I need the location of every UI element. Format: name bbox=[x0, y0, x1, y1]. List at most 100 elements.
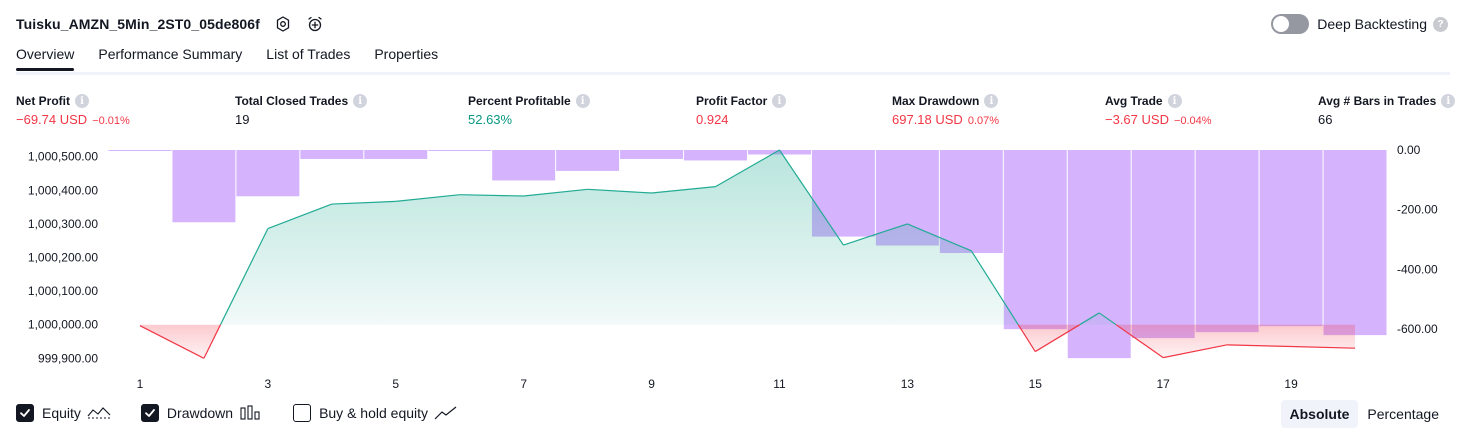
deep-backtesting: Deep Backtesting ? bbox=[1271, 14, 1448, 34]
help-icon[interactable]: ? bbox=[1433, 16, 1448, 32]
legend-label: Buy & hold equity bbox=[319, 405, 429, 421]
equity-line-segment bbox=[267, 203, 333, 230]
x-axis-tick-label: 7 bbox=[520, 377, 527, 391]
drawdown-bar bbox=[1323, 150, 1387, 336]
x-axis-tick-label: 1 bbox=[137, 377, 144, 391]
equity-line-segment bbox=[907, 223, 972, 252]
metric-percent: −0.01% bbox=[92, 115, 130, 127]
info-icon[interactable]: i bbox=[772, 94, 787, 108]
metric-label: Total Closed Trades bbox=[235, 94, 349, 108]
buy-hold-checkbox[interactable] bbox=[293, 404, 312, 422]
equity-profit-area bbox=[140, 150, 1355, 325]
left-axis-tick-label: 1,000,400.00 bbox=[28, 183, 98, 197]
deep-backtesting-label: Deep Backtesting bbox=[1317, 16, 1427, 32]
buy-hold-line-icon bbox=[434, 404, 458, 422]
legend-label: Equity bbox=[42, 405, 81, 421]
tab-overview[interactable]: Overview bbox=[16, 46, 75, 71]
equity-line-icon bbox=[87, 404, 111, 422]
metric-value: 697.18 USD bbox=[892, 112, 963, 127]
equity-line-segment bbox=[1079, 312, 1100, 326]
x-axis-tick-label: 5 bbox=[392, 377, 399, 391]
info-icon[interactable]: i bbox=[353, 94, 368, 108]
metric-value: 0.924 bbox=[696, 112, 729, 127]
equity-line-segment bbox=[395, 194, 460, 202]
metric-profit-factor: Profit Factor i 0.924 bbox=[696, 94, 787, 127]
drawdown-bar bbox=[492, 150, 556, 181]
info-icon[interactable]: i bbox=[75, 94, 89, 108]
strategy-title: Tuisku_AMZN_5Min_2ST0_05de806f bbox=[16, 16, 260, 32]
drawdown-bar bbox=[172, 150, 236, 223]
info-icon[interactable]: i bbox=[575, 94, 590, 108]
tab-list-of-trades[interactable]: List of Trades bbox=[266, 46, 351, 62]
right-axis-tick-label: -400.00 bbox=[1397, 262, 1438, 276]
metric-label: Avg # Bars in Trades bbox=[1318, 94, 1437, 108]
drawdown-bar bbox=[939, 150, 1003, 254]
drawdown-bar bbox=[684, 150, 747, 161]
info-icon[interactable]: i bbox=[1441, 94, 1456, 108]
tabs-divider bbox=[16, 72, 1450, 75]
drawdown-bar bbox=[428, 150, 492, 151]
x-axis-tick-label: 13 bbox=[901, 377, 915, 391]
metric-percent: 0.07% bbox=[967, 115, 1000, 127]
metric-value: 52.63% bbox=[468, 112, 513, 127]
metric-label: Max Drawdown bbox=[892, 94, 980, 108]
right-axis-tick-label: 0.00 bbox=[1397, 143, 1421, 157]
mode-absolute-button[interactable]: Absolute bbox=[1280, 400, 1359, 428]
drawdown-bar bbox=[620, 150, 684, 159]
metric-total-closed-trades: Total Closed Trades i 19 bbox=[235, 94, 368, 127]
equity-line-segment bbox=[331, 200, 396, 205]
tab-properties[interactable]: Properties bbox=[374, 46, 439, 62]
equity-line-segment bbox=[1115, 324, 1164, 359]
equity-line-segment bbox=[459, 194, 524, 197]
chart-legend: Equity Drawdown Buy & hold equity bbox=[16, 404, 488, 422]
tab-performance-summary[interactable]: Performance Summary bbox=[98, 46, 243, 62]
equity-line-segment bbox=[843, 223, 908, 246]
x-axis-tick-label: 15 bbox=[1029, 377, 1043, 391]
mode-percentage-button[interactable]: Percentage bbox=[1367, 406, 1439, 422]
equity-line-segment bbox=[651, 186, 716, 194]
equity-drawdown-chart[interactable]: 1,000,500.00 1,000,400.00 1,000,300.00 1,00… bbox=[0, 140, 1466, 395]
legend-equity[interactable]: Equity bbox=[16, 404, 111, 422]
metric-label: Profit Factor bbox=[696, 94, 768, 108]
x-axis-tick-label: 11 bbox=[773, 377, 786, 391]
drawdown-checkbox[interactable] bbox=[140, 404, 159, 422]
toggle-knob bbox=[1273, 16, 1290, 32]
equity-checkbox[interactable] bbox=[16, 404, 34, 422]
report-header: Tuisku_AMZN_5Min_2ST0_05de806f bbox=[16, 12, 324, 36]
drawdown-bar bbox=[108, 150, 172, 151]
drawdown-bar bbox=[1259, 150, 1323, 327]
info-icon[interactable]: i bbox=[984, 94, 999, 108]
equity-line-segment bbox=[1227, 344, 1292, 348]
equity-line-segment bbox=[1291, 345, 1356, 349]
legend-label: Drawdown bbox=[166, 405, 234, 421]
metric-value: −3.67 USD bbox=[1105, 112, 1169, 127]
equity-line-segment bbox=[219, 228, 269, 325]
drawdown-bar bbox=[1131, 150, 1195, 339]
x-axis-tick-label: 3 bbox=[265, 377, 272, 391]
drawdown-bar bbox=[1003, 150, 1067, 330]
deep-backtesting-toggle[interactable] bbox=[1271, 14, 1310, 34]
drawdown-bar bbox=[300, 150, 364, 159]
equity-line-segment bbox=[715, 149, 780, 188]
x-axis-tick-label: 9 bbox=[648, 377, 655, 391]
equity-line-segment bbox=[139, 325, 205, 359]
x-axis-tick-label: 19 bbox=[1284, 377, 1298, 391]
legend-buy-hold-equity[interactable]: Buy & hold equity bbox=[293, 404, 458, 422]
left-axis-tick-label: 1,000,500.00 bbox=[28, 150, 98, 164]
right-axis-tick-label: -600.00 bbox=[1397, 322, 1438, 336]
drawdown-bar bbox=[556, 150, 620, 171]
info-icon[interactable]: i bbox=[1167, 94, 1182, 108]
legend-drawdown[interactable]: Drawdown bbox=[140, 404, 263, 422]
metric-avg-bars-in-trades: Avg # Bars in Trades i 66 bbox=[1318, 94, 1456, 127]
equity-line-segment bbox=[1098, 312, 1117, 326]
equity-line-segment bbox=[970, 250, 1019, 326]
metric-label: Percent Profitable bbox=[468, 94, 571, 108]
equity-line-segment bbox=[1034, 324, 1081, 353]
left-axis-tick-label: 1,000,100.00 bbox=[28, 284, 98, 298]
metric-value: 19 bbox=[235, 112, 250, 127]
drawdown-bars-icon bbox=[239, 404, 263, 422]
alarm-clock-plus-icon[interactable] bbox=[306, 15, 324, 33]
equity-loss-area bbox=[140, 324, 1355, 359]
gear-icon[interactable] bbox=[274, 15, 292, 33]
x-axis-tick-label: 17 bbox=[1156, 377, 1170, 391]
